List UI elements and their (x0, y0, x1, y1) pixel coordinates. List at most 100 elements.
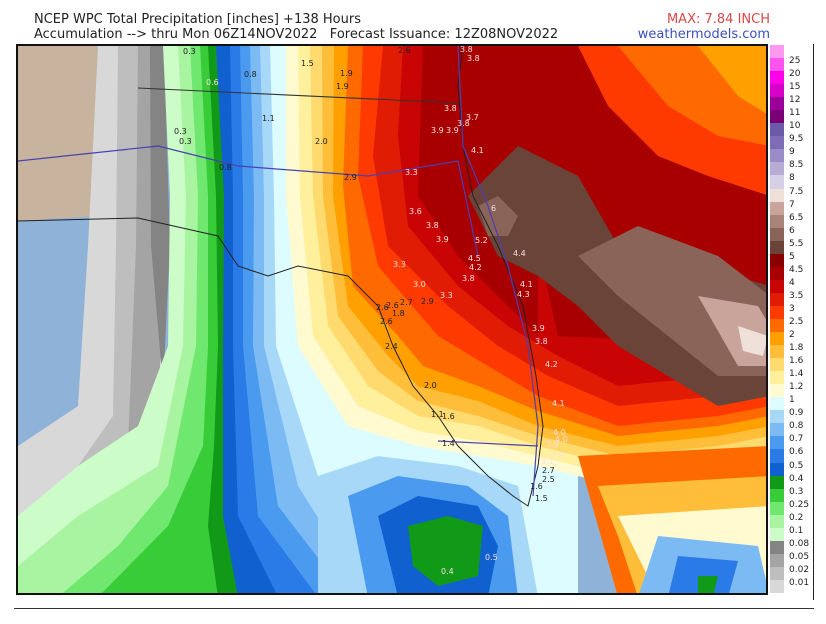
legend-tick-label: 3.5 (789, 290, 804, 301)
precip-value-label: 2.9 (421, 297, 434, 306)
legend-swatch (770, 253, 784, 268)
legend-swatch (770, 358, 784, 372)
legend-swatch (770, 58, 784, 72)
legend-tick-label: 7 (789, 199, 795, 210)
legend-swatch (770, 579, 784, 594)
precip-value-label: 3.7 (466, 113, 479, 122)
legend-swatch (770, 423, 784, 437)
precip-value-label: 2.9 (344, 173, 357, 182)
legend-swatch (770, 240, 784, 255)
legend-tick-label: 4.5 (789, 264, 804, 275)
precip-value-label: 3.0 (413, 280, 426, 289)
precip-value-label: 0.3 (179, 137, 192, 146)
precip-value-label: 0.3 (174, 127, 187, 136)
precip-value-label: 2.6 (398, 46, 411, 55)
legend-tick-label: 0.05 (789, 551, 810, 562)
legend-tick-label: 0.2 (789, 512, 804, 523)
precip-value-label: 4.0 (555, 435, 568, 444)
legend-tick-label: 3 (789, 303, 795, 314)
legend-tick-label: 15 (789, 82, 801, 93)
precip-value-label: 0.5 (485, 553, 498, 562)
precip-value-label: 2.5 (542, 475, 555, 484)
legend-tick-label: 0.4 (789, 473, 804, 484)
precip-value-label: 3.8 (551, 451, 564, 460)
precip-value-label: 3.9 (431, 126, 444, 135)
legend-swatch (770, 188, 784, 203)
precip-value-label: 1.4 (442, 439, 455, 448)
legend-swatch (770, 384, 784, 398)
legend-swatch (770, 566, 784, 581)
legend-tick-label: 6.5 (789, 212, 804, 223)
legend-swatch (770, 514, 784, 529)
precip-value-label: 0.3 (183, 47, 196, 56)
legend-tick-label: 6 (789, 225, 795, 236)
precip-value-label: 2.4 (385, 342, 398, 351)
precip-value-label: 4.1 (471, 146, 484, 155)
legend-tick-label: 1.6 (789, 356, 804, 367)
precip-value-label: 2.7 (400, 298, 413, 307)
precip-value-label: 1.9 (340, 69, 353, 78)
precip-value-label: 3.8 (467, 54, 480, 63)
legend-tick-label: 12 (789, 95, 801, 106)
legend-tick-label: 0.08 (789, 538, 810, 549)
legend-border (813, 44, 814, 600)
legend-tick-label: 0.01 (789, 577, 810, 588)
precip-value-label: 4.4 (513, 249, 526, 258)
legend-swatch (770, 136, 784, 150)
precip-value-label: 3.8 (462, 274, 475, 283)
precip-value-label: 1.5 (535, 494, 548, 503)
legend-swatch (770, 305, 784, 320)
precip-value-label: 1.6 (442, 412, 455, 421)
legend-swatch (770, 84, 784, 98)
precip-value-label: 1.9 (336, 82, 349, 91)
precip-value-label: 3.8 (535, 337, 548, 346)
precip-value-label: 5.2 (475, 236, 488, 245)
legend-tick-label: 8.5 (789, 160, 804, 171)
legend-swatch (770, 110, 784, 124)
max-precip-label: MAX: 7.84 INCH (666, 12, 770, 27)
legend-tick-label: 0.6 (789, 447, 804, 458)
precipitation-map: 0.3 0.8 0.6 1.1 0.3 0.3 0.8 1.5 1.9 1.9 2.6 2.0 2.9 3… (16, 44, 768, 595)
precip-value-label: 3.1 (541, 457, 554, 466)
legend-swatch (770, 214, 784, 229)
legend-swatch (770, 371, 784, 385)
legend-tick-label: 0.3 (789, 486, 804, 497)
precip-value-label: 4.3 (517, 290, 530, 299)
precip-value-label: 4.5 (468, 254, 481, 263)
legend-tick-label: 0.1 (789, 525, 804, 536)
legend-tick-label: 7.5 (789, 186, 804, 197)
legend-tick-label: 9.5 (789, 134, 804, 145)
legend-tick-label: 20 (789, 69, 801, 80)
precip-value-label: 0.8 (219, 163, 232, 172)
legend-swatch (770, 71, 784, 85)
precip-value-label: 3.9 (546, 440, 559, 449)
legend-swatch (770, 436, 784, 450)
precip-value-label: 3.8 (460, 45, 473, 54)
legend-tick-label: 25 (789, 56, 801, 67)
legend-tick-label: 0.25 (789, 499, 810, 510)
legend-swatch (770, 475, 784, 490)
legend-tick-label: 1.8 (789, 343, 804, 354)
precip-value-label: 0.6 (206, 78, 219, 87)
legend-swatch (770, 332, 784, 346)
precip-value-label: 6 (491, 204, 497, 213)
legend-swatch (770, 201, 784, 216)
precip-value-label: 3.3 (440, 291, 453, 300)
precip-value-label: 2.6 (386, 301, 399, 310)
legend-swatch (770, 501, 784, 516)
precip-value-label: 3.8 (444, 104, 457, 113)
legend-tick-label: 5 (789, 251, 795, 262)
legend-swatch (770, 462, 784, 477)
precip-value-label: 3.8 (426, 221, 439, 230)
legend-tick-label: 2.5 (789, 317, 804, 327)
precip-value-label: 0.4 (441, 567, 454, 576)
precip-value-label: 4.1 (520, 280, 533, 289)
legend-swatch (770, 292, 784, 307)
legend-tick-label: 11 (789, 108, 801, 119)
precip-value-label: 4.1 (552, 399, 565, 408)
precip-value-label: 3.9 (446, 126, 459, 135)
legend-swatch (770, 553, 784, 568)
site-credit: weathermodels.com (637, 27, 770, 42)
precip-value-label: 2.0 (424, 381, 437, 390)
legend-swatch (770, 123, 784, 137)
